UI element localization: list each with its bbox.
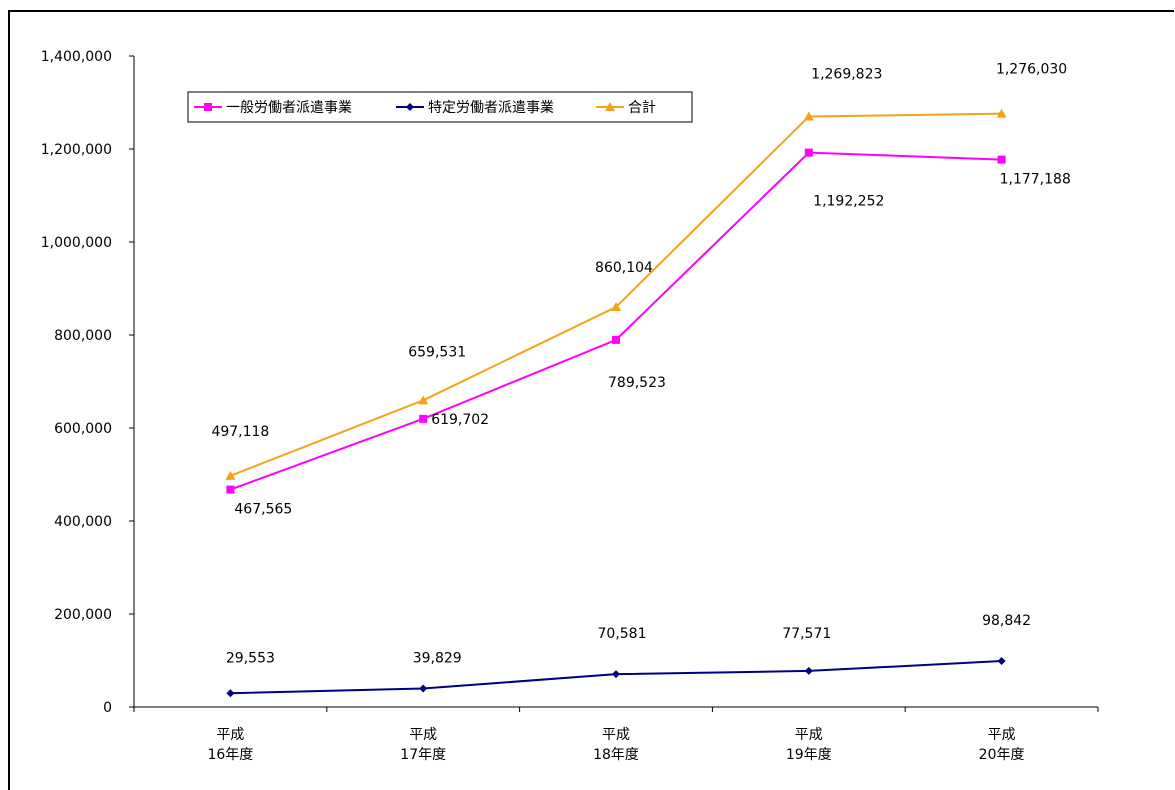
data-label: 1,269,823 xyxy=(811,67,882,83)
data-label: 619,702 xyxy=(431,412,489,428)
data-point-triangle xyxy=(418,395,429,405)
series-1: 29,553 39,829 70,581 77,571 98,842 xyxy=(226,613,1031,698)
data-point-diamond xyxy=(226,689,235,698)
data-point-square xyxy=(204,103,212,111)
data-label: 860,104 xyxy=(595,260,653,276)
data-point-diamond xyxy=(612,670,620,679)
data-point-diamond xyxy=(419,684,428,693)
x-tick-label: 平成 20年度 xyxy=(979,727,1025,763)
y-tick-label: 600,000 xyxy=(54,421,112,437)
data-label: 467,565 xyxy=(234,502,292,518)
data-label: 789,523 xyxy=(608,375,666,391)
series-line xyxy=(230,112,1002,477)
data-label: 29,553 xyxy=(226,650,275,666)
data-point-diamond xyxy=(804,666,813,675)
legend: 一般労働者派遣事業 特定労働者派遣事業 合計 xyxy=(187,91,693,123)
data-label: 77,571 xyxy=(782,626,831,642)
legend-label: 特定労働者派遣事業 xyxy=(428,100,554,116)
data-point-triangle xyxy=(611,302,621,312)
x-tick-label: 平成 16年度 xyxy=(207,727,253,763)
data-point-square xyxy=(419,414,428,423)
data-label: 497,118 xyxy=(211,424,269,440)
data-label: 1,276,030 xyxy=(996,62,1067,78)
data-label: 1,192,252 xyxy=(813,194,884,210)
x-tick-label: 平成 18年度 xyxy=(593,727,639,763)
data-label: 98,842 xyxy=(982,613,1031,629)
x-tick-label: 平成 17年度 xyxy=(400,727,446,763)
series-0: 467,565 619,702 789,523 1,192,252 1,177,188 xyxy=(226,148,1071,518)
y-tick-label: 0 xyxy=(103,700,112,716)
series-2: 497,118 659,531 860,104 1,269,823 1,276,030 xyxy=(211,62,1067,480)
data-point-diamond xyxy=(997,657,1006,666)
legend-label: 合計 xyxy=(628,100,656,116)
series-line xyxy=(230,151,1002,491)
y-tick-label: 1,400,000 xyxy=(41,49,112,65)
y-tick-label: 400,000 xyxy=(54,514,112,530)
y-tick-label: 200,000 xyxy=(54,607,112,623)
data-point-square xyxy=(804,148,813,157)
data-label: 70,581 xyxy=(598,626,647,642)
data-point-square xyxy=(226,485,235,494)
y-tick-label: 800,000 xyxy=(54,328,112,344)
y-tick-label: 1,000,000 xyxy=(41,235,112,251)
chart-frame xyxy=(8,10,1174,790)
x-tick-label: 平成 19年度 xyxy=(786,727,832,763)
data-label: 1,177,188 xyxy=(1000,172,1071,188)
data-point-square xyxy=(997,155,1006,164)
data-label: 39,829 xyxy=(413,650,462,666)
data-point-triangle xyxy=(996,108,1007,118)
data-point-square xyxy=(612,335,620,344)
y-tick-label: 1,200,000 xyxy=(41,142,112,158)
legend-label: 一般労働者派遣事業 xyxy=(226,100,352,116)
data-label: 659,531 xyxy=(408,344,466,360)
data-point-triangle xyxy=(605,102,615,111)
data-point-diamond xyxy=(406,103,414,111)
data-point-triangle xyxy=(803,111,814,121)
data-point-triangle xyxy=(225,470,236,480)
